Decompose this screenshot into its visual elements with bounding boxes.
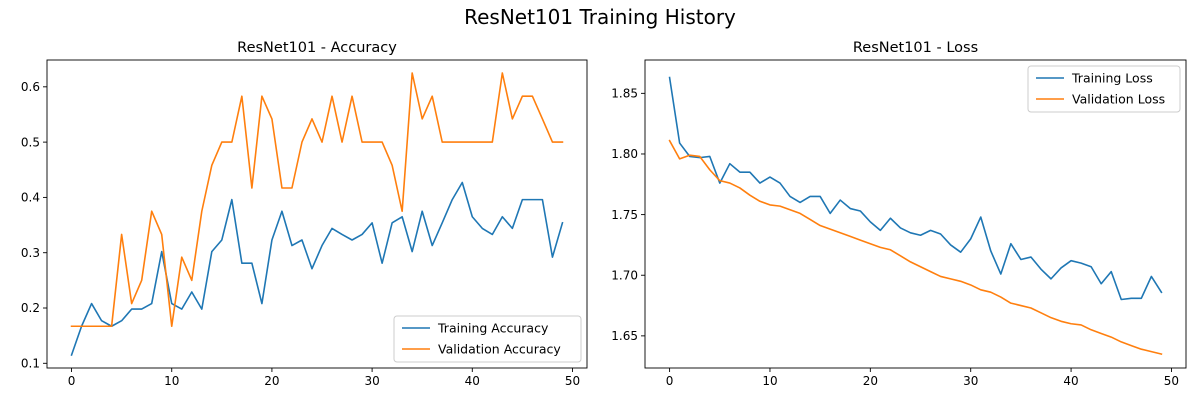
accuracy-x-tick-label: 0 xyxy=(68,374,76,388)
loss-axes-frame xyxy=(644,59,1187,369)
loss-y-tick-label: 1.75 xyxy=(611,208,638,222)
loss-series-line-2 xyxy=(668,139,1163,356)
accuracy-chart-title: ResNet101 - Accuracy xyxy=(237,40,397,56)
accuracy-legend: Training Accuracy Validation Accuracy xyxy=(393,315,582,363)
loss-y-tick-label: 1.65 xyxy=(611,329,638,343)
accuracy-y-tick-label: 0.3 xyxy=(21,246,40,260)
loss-x-tick-label: 50 xyxy=(1164,374,1179,388)
accuracy-y-tick-label: 0.5 xyxy=(21,135,40,149)
loss-x-tick-label: 20 xyxy=(863,374,878,388)
accuracy-legend-label-1: Training Accuracy xyxy=(437,321,549,336)
loss-x-tick-label: 40 xyxy=(1063,374,1078,388)
accuracy-x-tick-label: 10 xyxy=(164,374,179,388)
accuracy-axes-frame xyxy=(46,59,588,369)
loss-y-tick-label: 1.85 xyxy=(611,87,638,101)
accuracy-legend-box xyxy=(393,315,582,363)
accuracy-x-tick-label: 50 xyxy=(565,374,580,388)
loss-legend-box xyxy=(1027,65,1181,113)
loss-x-tick-label: 0 xyxy=(666,374,674,388)
accuracy-x-tick-label: 30 xyxy=(364,374,379,388)
accuracy-y-tick-label: 0.4 xyxy=(21,191,40,205)
loss-series-line-1 xyxy=(668,76,1163,301)
accuracy-series-line-2 xyxy=(70,72,564,328)
loss-x-tick-label: 10 xyxy=(762,374,777,388)
accuracy-x-tick-label: 20 xyxy=(264,374,279,388)
accuracy-y-tick-label: 0.2 xyxy=(21,301,40,315)
loss-y-tick-label: 1.70 xyxy=(611,268,638,282)
accuracy-chart: ResNet101 - Accuracy 0 10 20 30 40 50 0.1 0.2 0.3… xyxy=(21,40,588,388)
accuracy-y-tick-label: 0.6 xyxy=(21,80,40,94)
loss-legend-label-2: Validation Loss xyxy=(1072,92,1165,107)
loss-legend-label-1: Training Loss xyxy=(1071,71,1153,86)
loss-legend: Training Loss Validation Loss xyxy=(1027,65,1181,113)
figure-title: ResNet101 Training History xyxy=(464,5,736,29)
accuracy-series-line-1 xyxy=(70,181,564,357)
loss-chart: ResNet101 - Loss 0 10 20 30 40 50 1.65 1.70 1.75 1… xyxy=(611,40,1187,388)
loss-chart-title: ResNet101 - Loss xyxy=(853,40,978,56)
accuracy-legend-label-2: Validation Accuracy xyxy=(438,342,561,357)
accuracy-y-tick-label: 0.1 xyxy=(21,356,40,370)
accuracy-x-tick-label: 40 xyxy=(465,374,480,388)
loss-x-tick-label: 30 xyxy=(963,374,978,388)
loss-y-tick-label: 1.80 xyxy=(611,147,638,161)
